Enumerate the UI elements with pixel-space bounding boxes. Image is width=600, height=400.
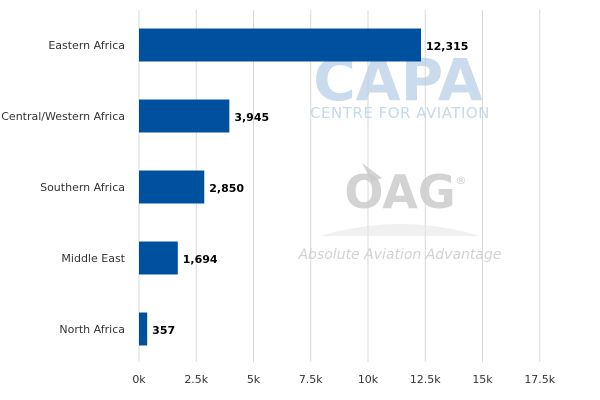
bars-group (139, 28, 422, 346)
category-label: Eastern Africa (48, 39, 125, 52)
oag-tagline: Absolute Aviation Advantage (297, 247, 501, 263)
bar (139, 28, 422, 62)
x-tick-label: 7.5k (299, 373, 323, 386)
x-tick-label: 10k (358, 373, 379, 386)
category-label: Southern Africa (40, 181, 125, 194)
data-label: 3,945 (234, 111, 269, 124)
data-label: 12,315 (426, 40, 468, 53)
data-label: 1,694 (183, 253, 218, 266)
x-tick-label: 17.5k (524, 373, 555, 386)
oag-registered-mark: ® (456, 174, 467, 187)
x-tick-label: 5k (247, 373, 261, 386)
oag-logo-text: OAG (344, 165, 455, 219)
bar (139, 241, 178, 275)
x-tick-label: 15k (472, 373, 493, 386)
oag-logo: OAG ® (320, 163, 480, 236)
bar (139, 99, 230, 133)
x-axis-tick-labels: 0k 2.5k 5k 7.5k 10k 12.5k 15k 17.5k (132, 373, 555, 386)
category-label: Central/Western Africa (1, 110, 125, 123)
gridlines (138, 10, 541, 362)
oag-swoosh-icon (362, 163, 382, 182)
watermark-group: CAPA CENTRE FOR AVIATION OAG ® Absolute … (297, 46, 501, 263)
value-labels: 12,315 3,945 2,850 1,694 357 (152, 40, 468, 337)
bar (139, 312, 148, 346)
x-tick-label: 0k (132, 373, 146, 386)
capa-subtitle: CENTRE FOR AVIATION (310, 104, 490, 122)
x-tick-label: 12.5k (410, 373, 441, 386)
category-label: Middle East (61, 252, 125, 265)
category-label: North Africa (59, 323, 125, 336)
oag-shadow-shape (320, 224, 480, 236)
bar (139, 170, 205, 204)
data-label: 2,850 (209, 182, 244, 195)
category-labels: Eastern Africa Central/Western Africa Sout… (1, 39, 125, 336)
x-tick-label: 2.5k (184, 373, 208, 386)
data-label: 357 (152, 324, 175, 337)
